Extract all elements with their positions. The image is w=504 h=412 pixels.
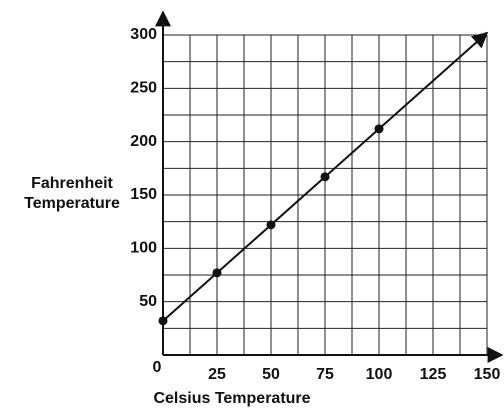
data-point: [320, 172, 330, 182]
x-tick-label: 75: [316, 366, 334, 383]
x-tick-label: 25: [208, 366, 226, 383]
y-tick-label: 250: [130, 80, 157, 97]
x-tick-label: 0: [153, 359, 162, 376]
x-tick-label: 50: [262, 366, 280, 383]
y-tick-label: 100: [130, 240, 157, 257]
x-tick-label: 100: [366, 366, 393, 383]
y-tick-label: 150: [130, 186, 157, 203]
data-point: [212, 268, 222, 278]
x-tick-label: 150: [474, 366, 501, 383]
y-axis-label: Temperature: [24, 195, 120, 212]
y-tick-label: 300: [130, 26, 157, 43]
x-tick-label: 125: [420, 366, 447, 383]
y-tick-label: 200: [130, 133, 157, 150]
data-point: [374, 124, 384, 134]
y-tick-label: 50: [139, 293, 157, 310]
data-point: [266, 220, 276, 230]
y-axis-label: Fahrenheit: [31, 175, 113, 192]
data-point: [158, 316, 168, 326]
x-axis-label: Celsius Temperature: [153, 390, 310, 407]
